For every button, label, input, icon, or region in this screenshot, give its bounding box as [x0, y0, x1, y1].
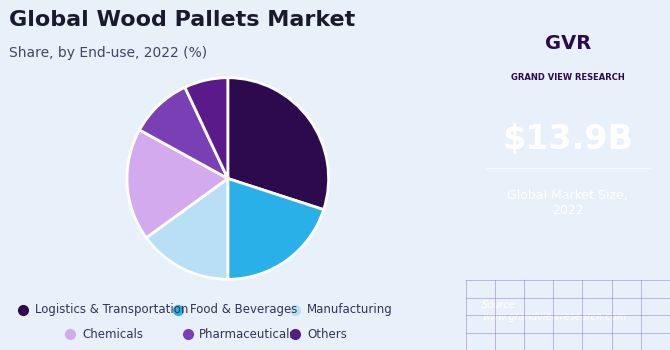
Text: Chemicals: Chemicals	[82, 328, 143, 341]
Wedge shape	[127, 130, 228, 238]
Wedge shape	[146, 178, 228, 279]
Text: GVR: GVR	[545, 34, 591, 53]
Text: GRAND VIEW RESEARCH: GRAND VIEW RESEARCH	[511, 72, 624, 82]
Text: $13.9B: $13.9B	[502, 124, 633, 156]
Text: Manufacturing: Manufacturing	[307, 303, 393, 316]
Text: Global Wood Pallets Market: Global Wood Pallets Market	[9, 10, 356, 30]
Text: Logistics & Transportation: Logistics & Transportation	[36, 303, 188, 316]
Wedge shape	[228, 178, 324, 279]
Wedge shape	[139, 87, 228, 178]
Text: Global Market Size,
2022: Global Market Size, 2022	[507, 189, 628, 217]
Text: Share, by End-use, 2022 (%): Share, by End-use, 2022 (%)	[9, 46, 208, 60]
Wedge shape	[185, 78, 228, 178]
Text: Others: Others	[307, 328, 347, 341]
Text: Source:
www.grandviewresearch.com: Source: www.grandviewresearch.com	[482, 300, 626, 322]
Text: Pharmaceuticals: Pharmaceuticals	[200, 328, 297, 341]
Text: Food & Beverages: Food & Beverages	[190, 303, 297, 316]
Wedge shape	[228, 78, 328, 210]
